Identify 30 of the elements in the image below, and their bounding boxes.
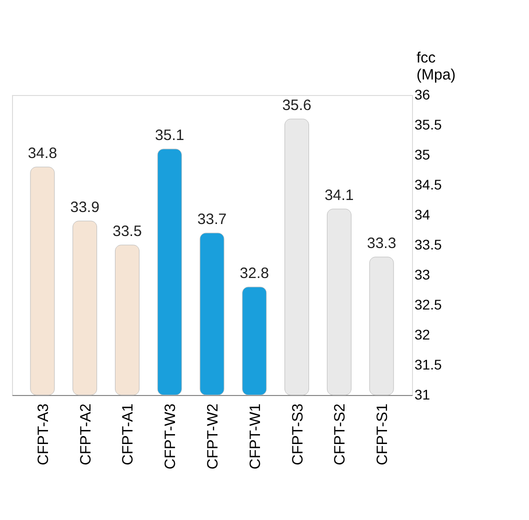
x-tick-label: CFPT-S3: [289, 404, 306, 466]
x-tick-label: CFPT-W2: [204, 404, 222, 470]
data-label: 34.1: [324, 187, 354, 204]
data-label: 33.3: [366, 235, 396, 252]
data-label: 32.8: [240, 265, 269, 282]
y-tick-label: 33.5: [414, 236, 442, 252]
y-tick-label: 31.5: [414, 356, 442, 372]
y-tick-label: 34.5: [414, 176, 442, 192]
y-axis-title: fcc (Mpa): [416, 50, 456, 84]
x-tick-label: CFPT-A1: [120, 404, 137, 466]
x-tick-label: CFPT-W3: [162, 404, 180, 470]
y-tick-label: 36: [414, 86, 430, 102]
data-label: 35.1: [155, 127, 184, 144]
y-tick-label: 32.5: [414, 296, 442, 312]
x-tick-label: CFPT-S1: [374, 404, 392, 466]
y-tick-label: 33: [414, 266, 430, 282]
x-tick-label: CFPT-A3: [34, 404, 52, 466]
data-label: 33.5: [112, 223, 142, 240]
y-tick-label: 32: [414, 326, 430, 342]
data-label: 34.8: [28, 145, 58, 162]
data-label: 33.7: [197, 211, 227, 228]
x-tick-label: CFPT-S2: [332, 404, 349, 466]
data-label: 35.6: [282, 97, 312, 114]
data-label: 33.9: [70, 199, 100, 216]
x-tick-label: CFPT-W1: [246, 404, 264, 470]
y-tick-label: 31: [414, 386, 430, 402]
y-tick-label: 34: [414, 206, 430, 222]
y-tick-label: 35.5: [414, 116, 442, 132]
y-tick-label: 35: [414, 146, 430, 162]
x-tick-label: CFPT-A2: [77, 404, 94, 466]
